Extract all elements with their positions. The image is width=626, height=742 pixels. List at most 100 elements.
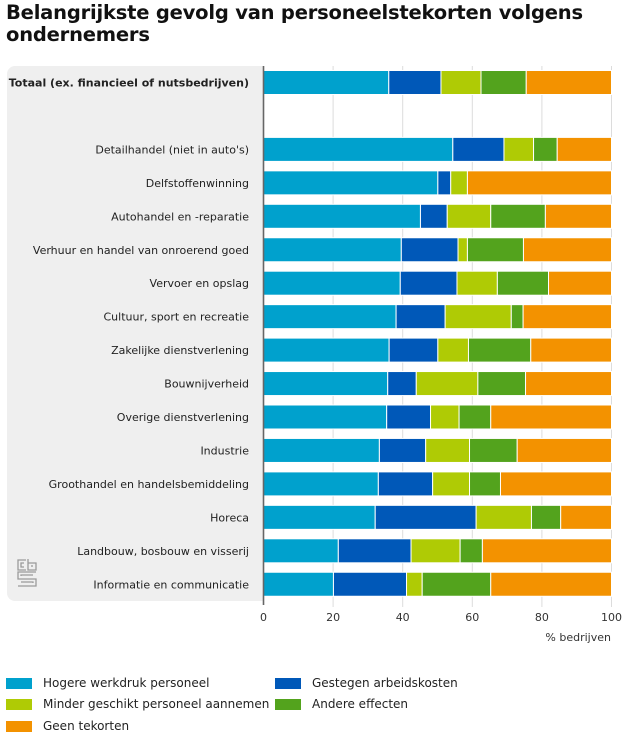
bar-segment: [263, 404, 388, 430]
x-tick-label: 20: [326, 611, 340, 624]
bar-segment: [332, 571, 408, 597]
legend-item: Minder geschikt personeel aannemen: [6, 697, 269, 711]
bar-segment: [399, 270, 458, 296]
category-label: Overige dienstverlening: [117, 411, 249, 424]
bar-segment: [263, 471, 379, 497]
category-label: Groothandel en handelsbemiddeling: [49, 478, 249, 491]
bar-segment: [481, 538, 612, 564]
legend-label: Minder geschikt personeel aannemen: [43, 697, 270, 711]
bar-segment: [374, 504, 477, 530]
bar-segment: [263, 170, 439, 196]
category-label: Verhuur en handel van onroerend goed: [33, 244, 249, 257]
bar-segment: [406, 571, 423, 597]
legend-label: Hogere werkdruk personeel: [43, 676, 210, 690]
bar-segment: [469, 437, 518, 463]
bar-segment: [530, 337, 612, 363]
legend-swatch: [275, 677, 301, 689]
bar-segment: [386, 404, 432, 430]
bar-segment: [544, 203, 613, 229]
bar-segment: [378, 437, 427, 463]
chart-title: Belangrijkste gevolg van personeelstekor…: [6, 1, 583, 46]
legend-label: Geen tekorten: [43, 719, 130, 733]
bar-segment: [469, 471, 501, 497]
bar-segment: [467, 337, 532, 363]
bar-segment: [430, 404, 460, 430]
bar-segment: [387, 371, 417, 397]
bar-segment: [499, 471, 613, 497]
x-tick-label: 0: [260, 611, 267, 624]
bar-segment: [263, 538, 339, 564]
bar-segment: [477, 371, 527, 397]
bar-segment: [457, 237, 468, 263]
bar-segment: [337, 538, 412, 564]
bar-segment: [400, 237, 459, 263]
legend-item: Hogere werkdruk personeel: [6, 676, 209, 690]
bar-segment: [466, 237, 524, 263]
x-axis-title: % bedrijven: [545, 631, 611, 644]
bar-segment: [388, 70, 442, 95]
category-labels: Totaal (ex. financieel of nutsbedrijven)…: [9, 77, 249, 592]
bar-segment: [490, 404, 612, 430]
bar-segment: [456, 270, 498, 296]
bar-segment: [525, 70, 612, 95]
bar-segment: [490, 571, 612, 597]
legend-item: Geen tekorten: [6, 719, 129, 733]
category-label: Informatie en communicatie: [93, 578, 249, 591]
legend-swatch: [275, 698, 301, 710]
x-tick-labels: 0 20 40 60 80 100: [260, 611, 622, 624]
bar-segment: [522, 237, 612, 263]
stacked-bar-chart: Totaal (ex. financieel of nutsbedrijven)…: [9, 66, 622, 644]
bar-segment: [263, 304, 397, 330]
bar-segment: [395, 304, 446, 330]
bar-segment: [377, 471, 434, 497]
category-label: Bouwnijverheid: [164, 378, 249, 391]
bars: [263, 70, 613, 597]
category-label: Horeca: [210, 511, 249, 524]
bar-segment: [525, 371, 613, 397]
bar-segment: [263, 504, 376, 530]
category-label: Zakelijke dienstverlening: [111, 344, 249, 357]
bar-segment: [459, 538, 483, 564]
category-label: Delfstoffenwinning: [146, 177, 249, 190]
cbs-logo-icon: [17, 559, 37, 587]
bar-segment: [496, 270, 550, 296]
x-tick-label: 80: [535, 611, 549, 624]
x-tick-label: 100: [601, 611, 622, 624]
legend-swatch: [6, 720, 32, 732]
bar-segment: [388, 337, 439, 363]
category-label: Autohandel en -reparatie: [111, 210, 249, 223]
bar-segment: [415, 371, 479, 397]
legend-label: Andere effecten: [312, 697, 409, 711]
bar-segment: [263, 337, 390, 363]
bar-segment: [425, 437, 471, 463]
bar-segment: [446, 203, 492, 229]
bar-segment: [263, 270, 401, 296]
bar-segment: [450, 170, 468, 196]
category-label: Landbouw, bosbouw en visserij: [77, 545, 249, 558]
category-label: Totaal (ex. financieel of nutsbedrijven): [9, 77, 249, 90]
bar-segment: [410, 538, 461, 564]
bar-segment: [503, 136, 535, 162]
bar-segment: [263, 237, 402, 263]
category-label-panel: [7, 66, 263, 601]
bar-segment: [263, 571, 334, 597]
bar-segment: [263, 136, 454, 162]
bar-segment: [458, 404, 492, 430]
legend-swatch: [6, 698, 32, 710]
bar-segment: [490, 203, 546, 229]
bar-segment: [466, 170, 613, 196]
bar-segment: [480, 70, 527, 95]
bar-segment: [263, 437, 380, 463]
bar-segment: [437, 337, 469, 363]
bar-segment: [516, 437, 613, 463]
category-label: Cultuur, sport en recreatie: [103, 311, 249, 324]
bar-segment: [548, 270, 613, 296]
x-tick-label: 40: [396, 611, 410, 624]
bar-segment: [263, 203, 421, 229]
legend-swatch: [6, 677, 32, 689]
bar-segment: [510, 304, 524, 330]
legend-item: Andere effecten: [275, 697, 408, 711]
legend-label: Gestegen arbeidskosten: [312, 676, 458, 690]
bar-segment: [475, 504, 532, 530]
bar-segment: [444, 304, 512, 330]
